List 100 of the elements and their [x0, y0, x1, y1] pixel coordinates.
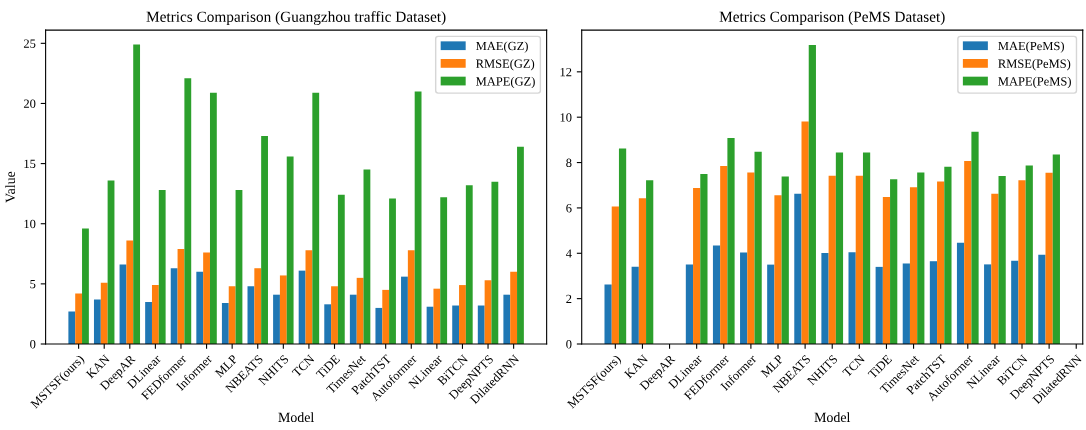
bar [944, 166, 952, 344]
bar [337, 194, 345, 344]
bar [459, 285, 466, 344]
bar [273, 294, 280, 344]
bar [261, 135, 268, 344]
bar [356, 277, 364, 344]
y-tick-label: 20 [23, 99, 36, 108]
bar [221, 303, 229, 344]
y-tick-label: 25 [23, 39, 36, 48]
bar [184, 78, 192, 344]
bar [382, 289, 390, 344]
bar [727, 138, 735, 344]
legend-label: MAPE(GZ) [476, 76, 535, 89]
legend-label: RMSE(PeMS) [998, 59, 1071, 71]
bar [158, 190, 166, 344]
y-tick-label: 12 [560, 67, 572, 77]
y-tick-label: 5 [30, 280, 36, 289]
bar [93, 299, 101, 344]
bar [929, 261, 938, 344]
bar [720, 165, 728, 344]
bar [909, 187, 918, 344]
bar [324, 304, 332, 344]
bar [828, 175, 836, 344]
bar [151, 285, 159, 344]
bar [882, 197, 891, 344]
bar [611, 206, 619, 344]
bar [747, 172, 755, 344]
bar [693, 187, 701, 344]
bar [517, 146, 524, 344]
bar [740, 252, 748, 344]
bar [774, 195, 782, 344]
bar [503, 294, 511, 344]
bar [937, 181, 945, 344]
bar [375, 307, 383, 344]
bar [794, 193, 802, 344]
bar [604, 284, 612, 344]
bar [646, 180, 654, 344]
bar [298, 270, 306, 344]
bar [407, 250, 415, 344]
bar [821, 253, 829, 344]
bar [767, 264, 775, 344]
y-tick-label: 10 [560, 113, 572, 122]
bar [68, 311, 76, 344]
bar [279, 275, 287, 344]
bar [196, 271, 204, 344]
bar [984, 264, 992, 344]
bar [452, 305, 460, 344]
y-tick-label: 15 [24, 159, 36, 169]
bar [781, 176, 789, 344]
bar [254, 268, 262, 344]
bar [956, 242, 965, 344]
bar [875, 266, 883, 344]
y-tick-label: 8 [566, 158, 572, 168]
x-axis-title: Model [814, 412, 851, 423]
bar [312, 92, 320, 344]
legend-label: MAPE(PeMS) [998, 76, 1071, 89]
legend-label: RMSE(GZ) [476, 59, 535, 71]
bar [618, 148, 627, 344]
bar [491, 181, 499, 344]
bar [991, 193, 999, 344]
y-tick-label: 4 [565, 249, 572, 258]
bar [203, 252, 210, 344]
bar [890, 179, 898, 344]
bar [964, 160, 972, 344]
bar [228, 286, 236, 344]
bar [631, 266, 639, 344]
bar [414, 91, 422, 344]
bar [510, 271, 518, 344]
bar [389, 198, 396, 344]
bar [712, 245, 721, 344]
bar [638, 198, 647, 344]
bar [855, 175, 863, 344]
bar [902, 263, 910, 344]
bar [440, 197, 448, 344]
bar [82, 228, 89, 344]
y-axis-title: Value [5, 171, 16, 203]
bar [126, 240, 134, 344]
bar [1052, 154, 1060, 344]
bar [209, 92, 217, 344]
bar [170, 268, 178, 344]
bar [998, 175, 1006, 344]
bar [100, 282, 108, 344]
bar [286, 156, 294, 344]
bar [808, 45, 816, 344]
bar [917, 172, 925, 344]
y-tick-label: 2 [566, 294, 572, 303]
bar [1011, 260, 1019, 344]
legend-label: MAE(GZ) [476, 41, 528, 53]
y-tick-label: 0 [566, 340, 572, 349]
bar [801, 121, 809, 344]
legend-label: MAE(PeMS) [998, 41, 1064, 53]
y-tick-label: 6 [566, 203, 572, 213]
bar [835, 152, 844, 344]
bar [145, 301, 152, 344]
chart-title: Metrics Comparison (PeMS Dataset) [719, 11, 945, 26]
x-axis-title: Model [278, 412, 314, 423]
bar [133, 44, 141, 344]
bar [331, 286, 338, 344]
bar [75, 293, 83, 344]
bar [1045, 172, 1053, 344]
